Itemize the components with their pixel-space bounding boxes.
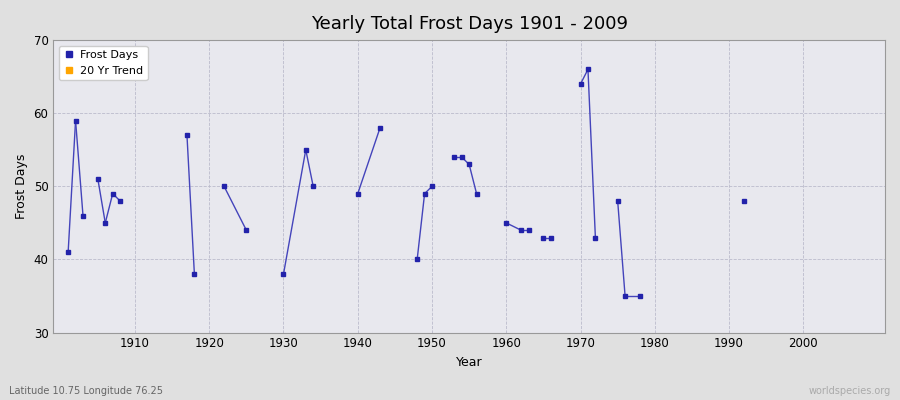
Title: Yearly Total Frost Days 1901 - 2009: Yearly Total Frost Days 1901 - 2009 bbox=[310, 15, 627, 33]
Text: worldspecies.org: worldspecies.org bbox=[809, 386, 891, 396]
Y-axis label: Frost Days: Frost Days bbox=[15, 154, 28, 219]
Text: Latitude 10.75 Longitude 76.25: Latitude 10.75 Longitude 76.25 bbox=[9, 386, 163, 396]
Legend: Frost Days, 20 Yr Trend: Frost Days, 20 Yr Trend bbox=[58, 46, 148, 80]
X-axis label: Year: Year bbox=[455, 356, 482, 369]
